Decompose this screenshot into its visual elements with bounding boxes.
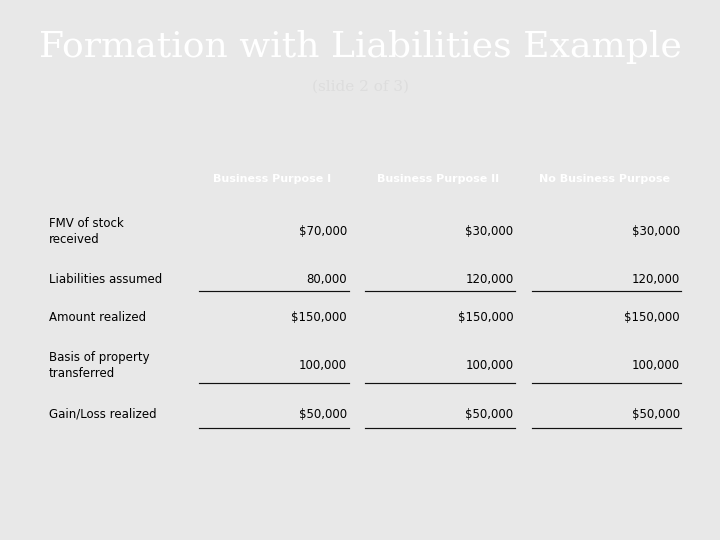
Text: 100,000: 100,000 <box>465 359 513 372</box>
Text: Business Purpose I: Business Purpose I <box>213 174 331 184</box>
Text: Formation with Liabilities Example: Formation with Liabilities Example <box>39 30 681 64</box>
Text: FMV of stock
received: FMV of stock received <box>48 217 123 246</box>
Text: Gain/Loss realized: Gain/Loss realized <box>48 408 156 421</box>
Text: $30,000: $30,000 <box>631 225 680 238</box>
Text: $50,000: $50,000 <box>299 408 347 421</box>
Text: 120,000: 120,000 <box>631 273 680 286</box>
Text: $150,000: $150,000 <box>458 311 513 324</box>
Text: 100,000: 100,000 <box>631 359 680 372</box>
Text: Business Purpose II: Business Purpose II <box>377 174 500 184</box>
Text: $50,000: $50,000 <box>631 408 680 421</box>
Text: $30,000: $30,000 <box>465 225 513 238</box>
Text: $150,000: $150,000 <box>292 311 347 324</box>
Text: $50,000: $50,000 <box>465 408 513 421</box>
Text: No Business Purpose: No Business Purpose <box>539 174 670 184</box>
Text: $150,000: $150,000 <box>624 311 680 324</box>
Text: Basis of property
transferred: Basis of property transferred <box>48 350 149 380</box>
Text: $70,000: $70,000 <box>299 225 347 238</box>
Text: 100,000: 100,000 <box>299 359 347 372</box>
Text: Amount realized: Amount realized <box>48 311 145 324</box>
Text: 120,000: 120,000 <box>465 273 513 286</box>
Text: (slide 2 of 3): (slide 2 of 3) <box>312 80 408 94</box>
Text: 80,000: 80,000 <box>307 273 347 286</box>
Text: Liabilities assumed: Liabilities assumed <box>48 273 162 286</box>
